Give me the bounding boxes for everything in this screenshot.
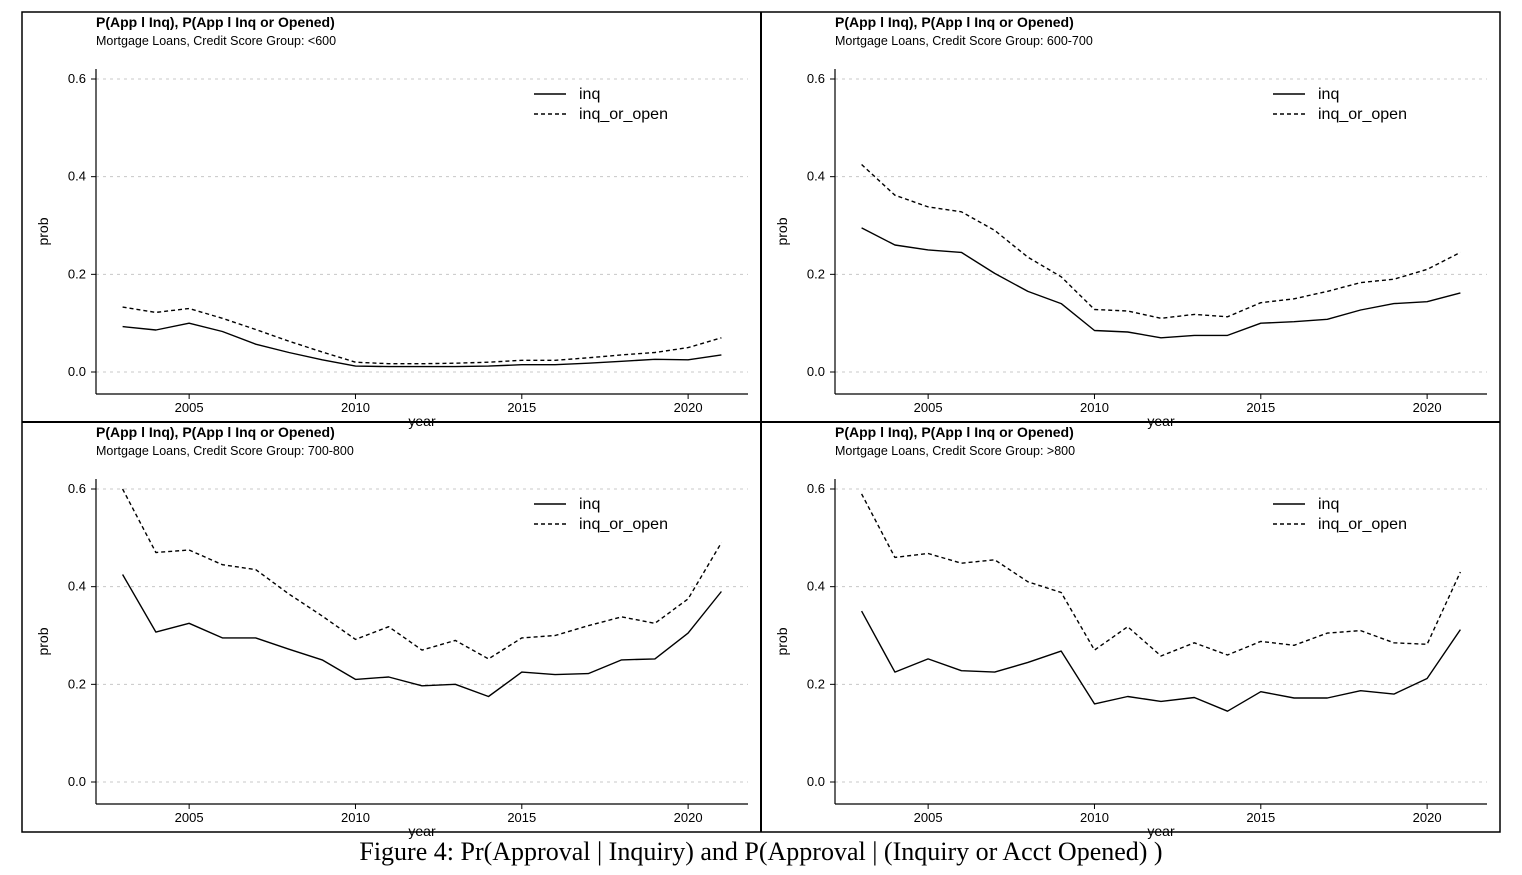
x-tick-label: 2005 bbox=[175, 400, 204, 415]
chart-panel-4: P(App l Inq), P(App l Inq or Opened) Mort… bbox=[774, 424, 1487, 839]
x-tick-label: 2010 bbox=[1080, 400, 1109, 415]
y-tick-label: 0.4 bbox=[807, 579, 825, 594]
chart-panel-1: P(App l Inq), P(App l Inq or Opened) Mort… bbox=[35, 14, 748, 429]
panel-subtitle: Mortgage Loans, Credit Score Group: 600-… bbox=[835, 34, 1093, 48]
x-tick-label: 2010 bbox=[1080, 810, 1109, 825]
panel-title: P(App l Inq), P(App l Inq or Opened) bbox=[96, 424, 335, 440]
legend-label-inq: inq bbox=[579, 496, 600, 513]
panel-subtitle: Mortgage Loans, Credit Score Group: >800 bbox=[835, 444, 1075, 458]
x-tick-label: 2020 bbox=[674, 810, 703, 825]
y-tick-label: 0.6 bbox=[68, 71, 86, 86]
y-tick-label: 0.6 bbox=[807, 71, 825, 86]
panel-title: P(App l Inq), P(App l Inq or Opened) bbox=[96, 14, 335, 30]
x-axis-label: year bbox=[408, 413, 436, 429]
legend-label-inq: inq bbox=[1318, 86, 1339, 103]
series-line-inq-or-open bbox=[861, 163, 1461, 319]
series-line-inq-or-open bbox=[121, 488, 723, 660]
legend-label-inq: inq bbox=[579, 86, 600, 103]
y-axis-label: prob bbox=[774, 627, 790, 655]
legend-label-inq-or-open: inq_or_open bbox=[579, 516, 668, 533]
x-axis-label: year bbox=[1147, 823, 1175, 839]
x-tick-label: 2010 bbox=[341, 810, 370, 825]
y-tick-label: 0.2 bbox=[807, 676, 825, 691]
legend-label-inq-or-open: inq_or_open bbox=[1318, 106, 1407, 123]
series-line-inq bbox=[122, 322, 722, 368]
x-tick-label: 2020 bbox=[1413, 400, 1442, 415]
y-tick-label: 0.0 bbox=[68, 364, 86, 379]
series-line-inq-or-open bbox=[122, 306, 722, 365]
panel-subtitle: Mortgage Loans, Credit Score Group: 700-… bbox=[96, 444, 354, 458]
legend-label-inq-or-open: inq_or_open bbox=[1318, 516, 1407, 533]
y-tick-label: 0.6 bbox=[68, 481, 86, 496]
y-tick-label: 0.6 bbox=[807, 481, 825, 496]
x-tick-label: 2015 bbox=[507, 810, 536, 825]
x-axis-label: year bbox=[1147, 413, 1175, 429]
x-tick-label: 2015 bbox=[507, 400, 536, 415]
panel-title: P(App l Inq), P(App l Inq or Opened) bbox=[835, 14, 1074, 30]
panel-title: P(App l Inq), P(App l Inq or Opened) bbox=[835, 424, 1074, 440]
y-tick-label: 0.4 bbox=[68, 579, 86, 594]
panel-subtitle: Mortgage Loans, Credit Score Group: <600 bbox=[96, 34, 336, 48]
y-tick-label: 0.2 bbox=[68, 266, 86, 281]
x-tick-label: 2020 bbox=[1413, 810, 1442, 825]
chart-panel-3: P(App l Inq), P(App l Inq or Opened) Mort… bbox=[35, 424, 748, 839]
legend-label-inq: inq bbox=[1318, 496, 1339, 513]
y-tick-label: 0.0 bbox=[68, 774, 86, 789]
x-axis-label: year bbox=[408, 823, 436, 839]
panels: P(App l Inq), P(App l Inq or Opened) Mort… bbox=[35, 14, 1487, 839]
x-tick-label: 2010 bbox=[341, 400, 370, 415]
x-tick-label: 2020 bbox=[674, 400, 703, 415]
series-line-inq bbox=[121, 574, 722, 698]
y-tick-label: 0.2 bbox=[68, 676, 86, 691]
chart-panel-2: P(App l Inq), P(App l Inq or Opened) Mort… bbox=[774, 14, 1487, 429]
x-tick-label: 2015 bbox=[1246, 810, 1275, 825]
y-axis-label: prob bbox=[35, 627, 51, 655]
x-tick-label: 2005 bbox=[914, 810, 943, 825]
series-line-inq bbox=[860, 610, 1461, 712]
series-line-inq bbox=[861, 227, 1461, 339]
x-tick-label: 2005 bbox=[914, 400, 943, 415]
x-tick-label: 2015 bbox=[1246, 400, 1275, 415]
y-tick-label: 0.4 bbox=[68, 169, 86, 184]
y-tick-label: 0.4 bbox=[807, 169, 825, 184]
y-tick-label: 0.0 bbox=[807, 364, 825, 379]
figure-caption: Figure 4: Pr(Approval | Inquiry) and P(A… bbox=[359, 837, 1162, 866]
y-axis-label: prob bbox=[35, 217, 51, 245]
y-axis-label: prob bbox=[774, 217, 790, 245]
series-line-inq-or-open bbox=[860, 493, 1462, 657]
x-tick-label: 2005 bbox=[175, 810, 204, 825]
y-tick-label: 0.2 bbox=[807, 266, 825, 281]
y-tick-label: 0.0 bbox=[807, 774, 825, 789]
legend-label-inq-or-open: inq_or_open bbox=[579, 106, 668, 123]
